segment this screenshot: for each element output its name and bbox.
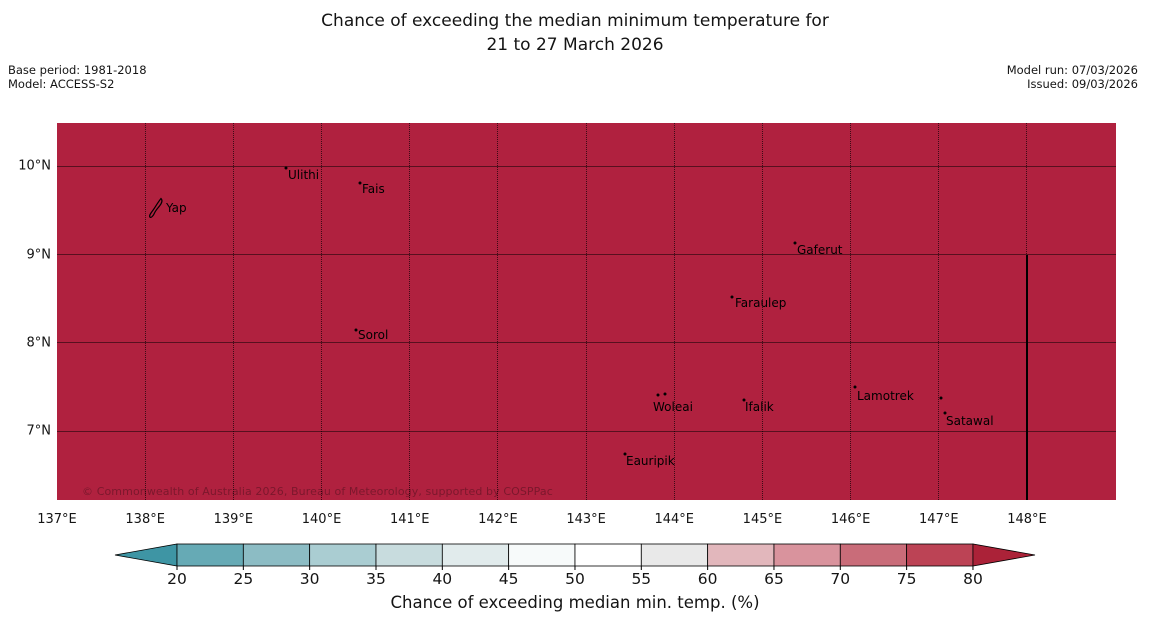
colorbar-segment bbox=[773, 543, 841, 567]
island-dot-fais bbox=[358, 181, 362, 185]
chart-title-line2: 21 to 27 March 2026 bbox=[486, 35, 664, 55]
chart-title-line1: Chance of exceeding the median minimum t… bbox=[321, 11, 829, 31]
colorbar-arrow-high bbox=[972, 543, 1036, 567]
model-text: Model: ACCESS-S2 bbox=[8, 76, 115, 91]
colorbar-segment bbox=[375, 543, 443, 567]
colorbar-segment bbox=[441, 543, 510, 567]
x-tick-label: 138°E bbox=[125, 512, 165, 527]
x-tick-label: 148°E bbox=[1007, 512, 1047, 527]
gridline-lon-146 bbox=[850, 123, 852, 500]
x-tick-label: 140°E bbox=[301, 512, 342, 527]
island-dot-woleai bbox=[656, 393, 660, 397]
x-tick-label: 139°E bbox=[213, 512, 254, 527]
model-run-text: Model run: 07/03/2026 bbox=[1006, 63, 1138, 77]
yap-island-outline bbox=[148, 197, 163, 218]
colorbar-segment bbox=[242, 543, 311, 567]
place-label-satawal: Satawal bbox=[946, 414, 994, 428]
x-tick-label: 147°E bbox=[919, 512, 959, 527]
issued-text: Issued: 09/03/2026 bbox=[1027, 76, 1138, 91]
colorbar-tick-label: 75 bbox=[897, 570, 917, 588]
place-label-sorol: Sorol bbox=[358, 328, 389, 342]
colorbar-tick-label: 45 bbox=[499, 570, 519, 588]
colorbar-tick-label: 80 bbox=[963, 570, 983, 588]
island-dot-lamotrek bbox=[939, 396, 943, 400]
colorbar-tick-label: 25 bbox=[233, 570, 253, 588]
gridline-lat-7 bbox=[57, 430, 1116, 432]
y-tick-label: 8°N bbox=[26, 335, 52, 351]
y-tick-label: 9°N bbox=[26, 247, 52, 263]
gridline-lat-10 bbox=[57, 165, 1116, 167]
chart-title: Chance of exceeding the median minimum t… bbox=[0, 9, 1150, 57]
colorbar-segment bbox=[574, 543, 642, 567]
x-tick-label: 142°E bbox=[478, 512, 518, 527]
annotation-top-right: Model run: 07/03/2026 Issued: 09/03/2026 bbox=[1006, 63, 1138, 91]
place-label-woleai: Woleai bbox=[653, 400, 693, 414]
island-dot-sorol bbox=[354, 328, 358, 332]
colorbar-segment bbox=[176, 543, 244, 567]
colorbar-tick-label: 55 bbox=[631, 570, 651, 588]
gridline-lon-139 bbox=[232, 123, 234, 500]
colorbar-tick-label: 20 bbox=[167, 570, 187, 588]
forecast-map: © Commonwealth of Australia 2026, Bureau… bbox=[57, 123, 1116, 500]
island-dot-satawal bbox=[943, 411, 947, 415]
island-dot-gaferut bbox=[793, 241, 797, 245]
colorbar-tick-label: 60 bbox=[698, 570, 718, 588]
annotation-top-left: Base period: 1981-2018 Model: ACCESS-S2 bbox=[8, 63, 147, 91]
y-tick-label: 10°N bbox=[18, 158, 51, 174]
colorbar-tick-label: 70 bbox=[830, 570, 850, 588]
gridline-lon-140 bbox=[321, 123, 323, 500]
island-dot-faraulep bbox=[730, 295, 734, 299]
colorbar-segment bbox=[508, 543, 576, 567]
place-label-ulithi: Ulithi bbox=[288, 168, 320, 182]
gridline-lat-8 bbox=[57, 342, 1116, 344]
colorbar-tick-label: 35 bbox=[366, 570, 386, 588]
colorbar: 20 25 30 35 40 45 50 55 60 65 70 75 80 bbox=[100, 540, 1050, 590]
island-dot-ulithi bbox=[284, 166, 288, 170]
gridline-lon-141 bbox=[409, 123, 411, 500]
place-label-lamotrek: Lamotrek bbox=[857, 389, 914, 403]
island-dot-ifalik bbox=[742, 398, 746, 402]
x-tick-label: 145°E bbox=[742, 512, 783, 527]
x-tick-label: 146°E bbox=[830, 512, 871, 527]
base-period-text: Base period: 1981-2018 bbox=[8, 63, 147, 77]
colorbar-segment bbox=[640, 543, 709, 567]
x-tick-label: 137°E bbox=[37, 512, 77, 527]
gridline-lon-144 bbox=[673, 123, 675, 500]
place-label-faraulep: Faraulep bbox=[735, 296, 787, 310]
copyright-text: © Commonwealth of Australia 2026, Bureau… bbox=[82, 485, 553, 498]
state-boundary-line bbox=[1025, 254, 1028, 500]
gridline-lon-138 bbox=[144, 123, 146, 500]
gridline-lat-9 bbox=[57, 254, 1116, 256]
island-dot-woleai bbox=[663, 392, 667, 396]
colorbar-segment bbox=[839, 543, 908, 567]
place-label-gaferut: Gaferut bbox=[797, 243, 843, 257]
place-label-ifalik: Ifalik bbox=[745, 400, 774, 414]
x-tick-label: 144°E bbox=[654, 512, 695, 527]
colorbar-label: Chance of exceeding median min. temp. (%… bbox=[390, 593, 760, 612]
place-label-eauripik: Eauripik bbox=[626, 454, 675, 468]
gridline-lon-145 bbox=[761, 123, 763, 500]
colorbar-segment bbox=[309, 543, 377, 567]
colorbar-tick-label: 40 bbox=[432, 570, 452, 588]
colorbar-segment bbox=[707, 543, 775, 567]
island-dot-eauripik bbox=[623, 452, 627, 456]
colorbar-segment bbox=[906, 543, 974, 567]
x-tick-label: 141°E bbox=[389, 512, 430, 527]
gridline-lon-143 bbox=[585, 123, 587, 500]
place-label-fais: Fais bbox=[362, 182, 385, 196]
x-tick-label: 143°E bbox=[566, 512, 606, 527]
colorbar-arrow-low bbox=[114, 543, 178, 567]
colorbar-tick-label: 30 bbox=[300, 570, 320, 588]
gridline-lon-147 bbox=[938, 123, 940, 500]
gridline-lon-142 bbox=[497, 123, 499, 500]
island-dot-lamotrek bbox=[853, 385, 857, 389]
y-tick-label: 7°N bbox=[26, 423, 52, 439]
colorbar-tick-label: 65 bbox=[764, 570, 784, 588]
colorbar-svg: 20 25 30 35 40 45 50 55 60 65 70 75 80 bbox=[114, 543, 1036, 588]
colorbar-tick-label: 50 bbox=[565, 570, 585, 588]
place-label-yap: Yap bbox=[166, 201, 187, 215]
